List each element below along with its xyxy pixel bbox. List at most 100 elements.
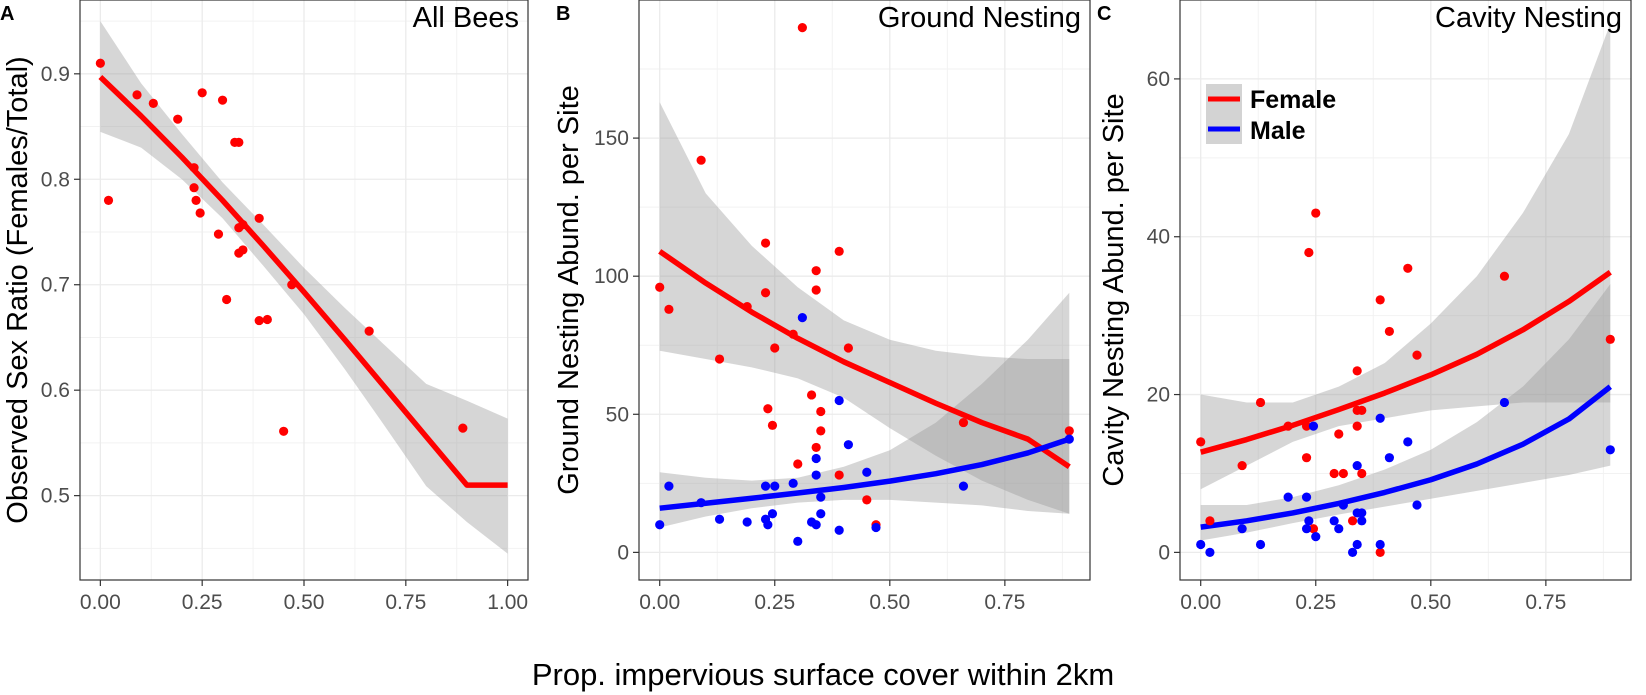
y-tick-label: 0.8: [41, 168, 70, 191]
data-point-female: [760, 288, 771, 298]
data-point-series-0: [238, 245, 248, 255]
shared-x-axis-title: Prop. impervious surface cover within 2k…: [532, 657, 1114, 692]
data-point-male: [664, 481, 674, 491]
panel-c: 0.00 0.25 0.50 0.75 0 20 40 60 Cavity Nesting …: [1097, 0, 1632, 614]
data-point-male: [1375, 413, 1385, 423]
data-point-female: [1301, 453, 1312, 463]
data-point-male: [1196, 539, 1206, 550]
data-point-male: [834, 395, 844, 406]
data-point-female: [1064, 426, 1074, 436]
data-point-series-0: [191, 195, 201, 205]
data-point-series-0: [95, 58, 105, 68]
x-tick-label: 0.50: [869, 591, 910, 614]
panel-b-border: [638, 0, 1091, 581]
data-point-female: [816, 406, 826, 417]
data-point-male: [655, 520, 665, 530]
panel-c-fit-lines: [1199, 269, 1612, 530]
data-point-male: [767, 509, 778, 519]
data-point-series-0: [217, 95, 228, 105]
data-point-male: [1347, 547, 1358, 557]
panel-a-data-points: [95, 58, 468, 436]
data-point-male: [1357, 508, 1367, 518]
x-tick-label: 0.75: [1525, 591, 1566, 614]
panel-a: 0.00 0.25 0.50 0.75 1.00 0.5 0.6 0.7 0.8 0.9 All…: [0, 0, 529, 614]
confidence-band-series-0: [100, 21, 508, 554]
x-tick-label: 0.00: [80, 591, 121, 614]
data-point-male: [1308, 421, 1319, 431]
x-tick-label: 0.50: [284, 591, 325, 614]
data-point-series-0: [238, 220, 248, 230]
data-point-male: [1304, 516, 1314, 526]
panel-b-y-axis-title: Ground Nesting Abund. per Site: [553, 85, 585, 494]
fit-line-female: [1199, 269, 1612, 455]
data-point-female: [760, 238, 771, 248]
data-point-male: [1403, 437, 1413, 447]
data-point-male: [871, 522, 881, 533]
data-point-male: [1255, 539, 1266, 550]
data-point-female: [655, 282, 665, 292]
data-point-female: [1301, 421, 1312, 431]
y-tick-label: 0.7: [41, 274, 70, 297]
panel-c-grid: [1180, 0, 1631, 580]
panel-a-fit-lines: [98, 74, 508, 488]
x-tick-label: 0.25: [1295, 591, 1336, 614]
panel-b-x-ticks: 0.00 0.25 0.50 0.75: [639, 580, 1025, 614]
data-point-female: [834, 246, 844, 256]
data-point-female: [862, 495, 872, 505]
data-point-series-0: [197, 88, 207, 98]
data-point-female: [806, 390, 817, 400]
data-point-male: [816, 492, 826, 502]
data-point-male: [834, 525, 844, 535]
panel-c-x-ticks: 0.00 0.25 0.50 0.75: [1180, 580, 1566, 614]
data-point-female: [788, 329, 798, 339]
data-point-series-0: [458, 423, 468, 433]
data-point-series-0: [262, 314, 272, 325]
data-point-male: [696, 498, 706, 508]
panel-b: 0.00 0.25 0.50 0.75 0 50 100 150 Ground Nestin…: [553, 0, 1091, 614]
data-point-male: [1352, 460, 1362, 471]
data-point-male: [1311, 531, 1321, 542]
x-tick-label: 0.00: [1180, 591, 1221, 614]
panel-c-border: [1179, 0, 1632, 581]
data-point-female: [816, 426, 826, 436]
panel-c-y-ticks: 0 20 40 60: [1147, 68, 1180, 564]
data-point-male: [1384, 453, 1394, 463]
data-point-male: [760, 481, 771, 491]
y-tick-label: 0.5: [41, 485, 70, 508]
data-point-male: [788, 478, 798, 488]
panel-a-confidence-bands: [100, 21, 508, 554]
data-point-series-0: [132, 90, 142, 100]
data-point-female: [834, 470, 844, 480]
x-tick-label: 0.25: [182, 591, 223, 614]
data-point-male: [770, 481, 780, 491]
data-point-female: [1196, 437, 1206, 447]
data-point-female: [811, 285, 821, 295]
y-tick-label: 60: [1147, 68, 1170, 91]
y-tick-label: 100: [594, 265, 629, 288]
panel-b-fit-lines: [658, 249, 1071, 511]
data-point-female: [1237, 460, 1247, 471]
data-point-series-0: [173, 114, 183, 124]
y-tick-label: 0: [1158, 541, 1170, 564]
data-point-female: [1499, 271, 1510, 281]
confidence-band-female: [1200, 23, 1611, 490]
data-point-series-0: [195, 208, 205, 218]
fit-line-female: [658, 249, 1071, 470]
data-point-female: [714, 354, 725, 364]
data-point-female: [1357, 468, 1367, 479]
panel-a-y-axis-title: Observed Sex Ratio (Females/Total): [2, 56, 34, 523]
legend-label-female: Female: [1250, 86, 1336, 114]
data-point-male: [1301, 492, 1312, 502]
data-point-male: [958, 481, 969, 491]
data-point-female: [1283, 421, 1293, 431]
panel-c-background: [1180, 0, 1631, 580]
y-tick-label: 0.6: [41, 379, 70, 402]
data-point-female: [1255, 397, 1266, 408]
data-point-male: [1334, 524, 1344, 534]
data-point-series-0: [189, 163, 199, 173]
data-point-female: [1205, 516, 1215, 526]
data-point-male: [811, 470, 821, 480]
data-point-female: [811, 442, 821, 453]
panel-a-title: All Bees: [413, 2, 519, 34]
